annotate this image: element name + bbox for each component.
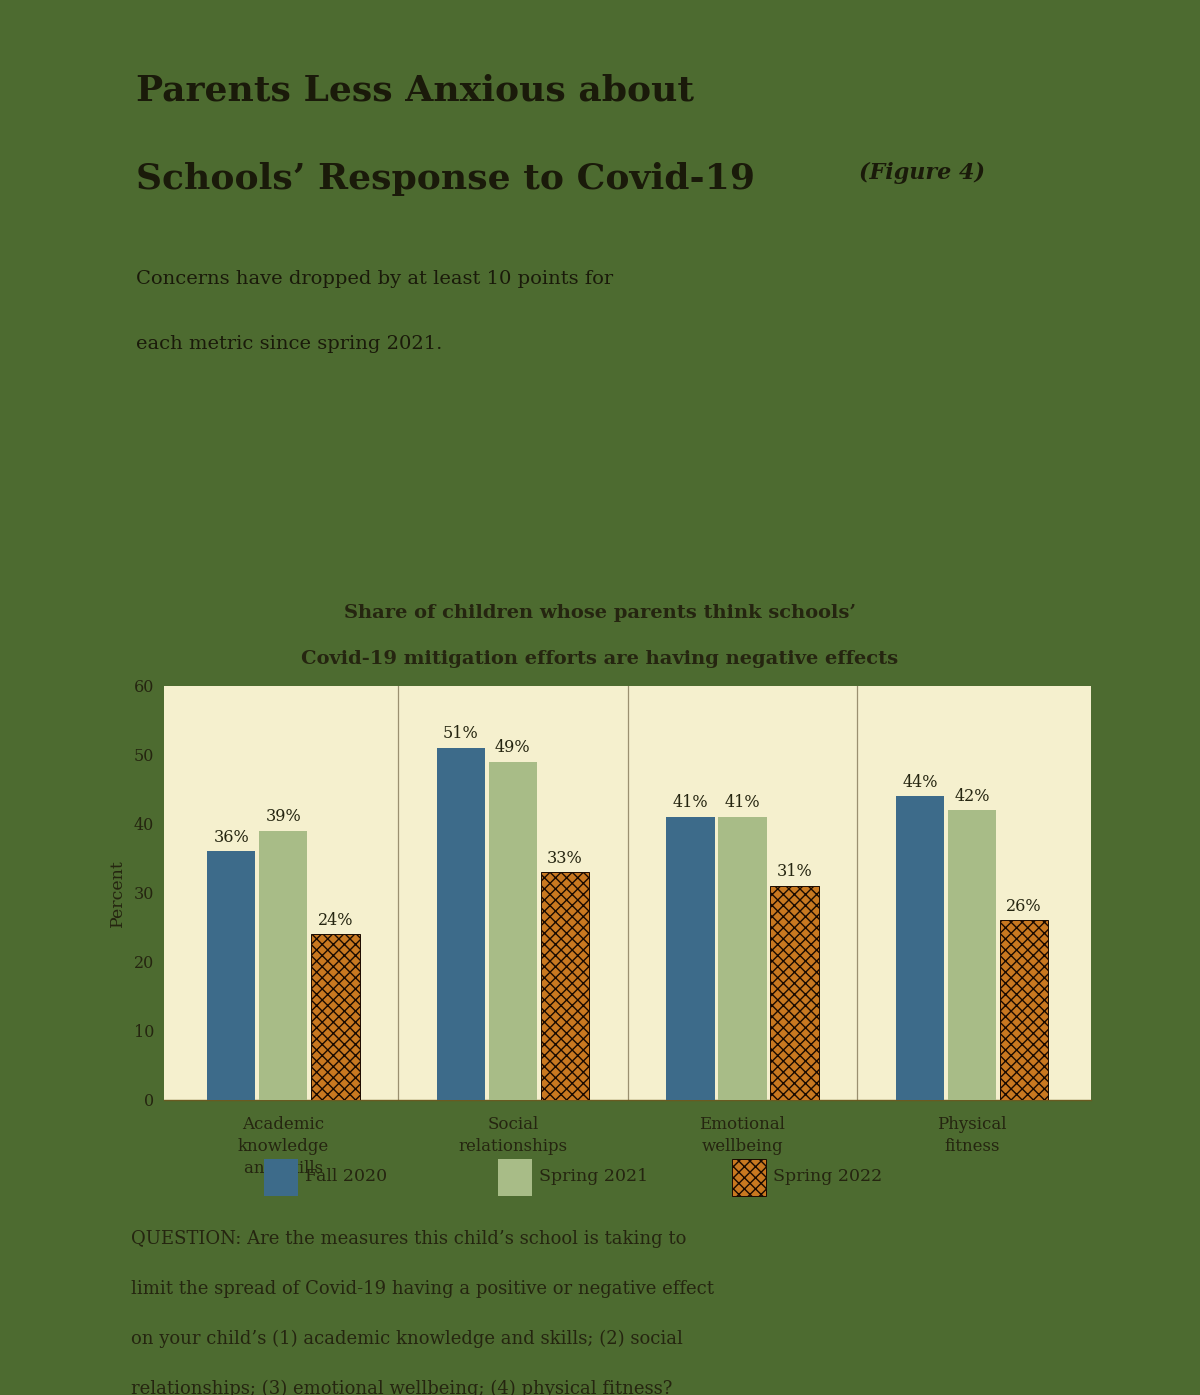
FancyBboxPatch shape	[732, 1159, 766, 1196]
Text: 39%: 39%	[265, 808, 301, 826]
Bar	[437, 748, 485, 1099]
Text: Fall 2020: Fall 2020	[305, 1168, 388, 1186]
Text: Parents Less Anxious about: Parents Less Anxious about	[137, 74, 695, 107]
Text: 26%: 26%	[1006, 898, 1042, 915]
Text: 51%: 51%	[443, 725, 479, 742]
Text: 41%: 41%	[672, 794, 708, 812]
Text: 31%: 31%	[776, 864, 812, 880]
Bar	[895, 797, 944, 1099]
Text: Share of children whose parents think schools’: Share of children whose parents think sc…	[344, 604, 856, 622]
Text: relationships; (3) emotional wellbeing; (4) physical fitness?: relationships; (3) emotional wellbeing; …	[131, 1380, 672, 1395]
Bar	[1000, 921, 1048, 1099]
Text: 24%: 24%	[318, 912, 353, 929]
Text: Schools’ Response to Covid-19: Schools’ Response to Covid-19	[137, 162, 755, 197]
Text: 33%: 33%	[547, 850, 583, 866]
Bar	[488, 762, 538, 1099]
Bar	[666, 817, 714, 1099]
Text: Spring 2021: Spring 2021	[539, 1168, 648, 1186]
Text: 49%: 49%	[496, 739, 530, 756]
Text: limit the spread of Covid-19 having a positive or negative effect: limit the spread of Covid-19 having a po…	[131, 1279, 714, 1297]
Text: (Figure 4): (Figure 4)	[859, 162, 985, 184]
FancyBboxPatch shape	[264, 1159, 298, 1196]
Text: on your child’s (1) academic knowledge and skills; (2) social: on your child’s (1) academic knowledge a…	[131, 1329, 683, 1348]
Text: Spring 2022: Spring 2022	[773, 1168, 882, 1186]
FancyBboxPatch shape	[498, 1159, 532, 1196]
Y-axis label: Percent: Percent	[108, 859, 126, 926]
Text: 36%: 36%	[214, 829, 250, 845]
Text: 42%: 42%	[954, 788, 990, 805]
Bar	[311, 935, 360, 1099]
Text: 41%: 41%	[725, 794, 760, 812]
Bar	[541, 872, 589, 1099]
Bar	[948, 810, 996, 1099]
Text: Covid-19 mitigation efforts are having negative effects: Covid-19 mitigation efforts are having n…	[301, 650, 899, 668]
Bar	[259, 831, 307, 1099]
Text: 44%: 44%	[902, 774, 937, 791]
Bar	[770, 886, 818, 1099]
Bar	[718, 817, 767, 1099]
Text: QUESTION: Are the measures this child’s school is taking to: QUESTION: Are the measures this child’s …	[131, 1230, 686, 1247]
Text: each metric since spring 2021.: each metric since spring 2021.	[137, 335, 443, 353]
Text: Concerns have dropped by at least 10 points for: Concerns have dropped by at least 10 poi…	[137, 269, 613, 287]
Bar	[208, 851, 256, 1099]
